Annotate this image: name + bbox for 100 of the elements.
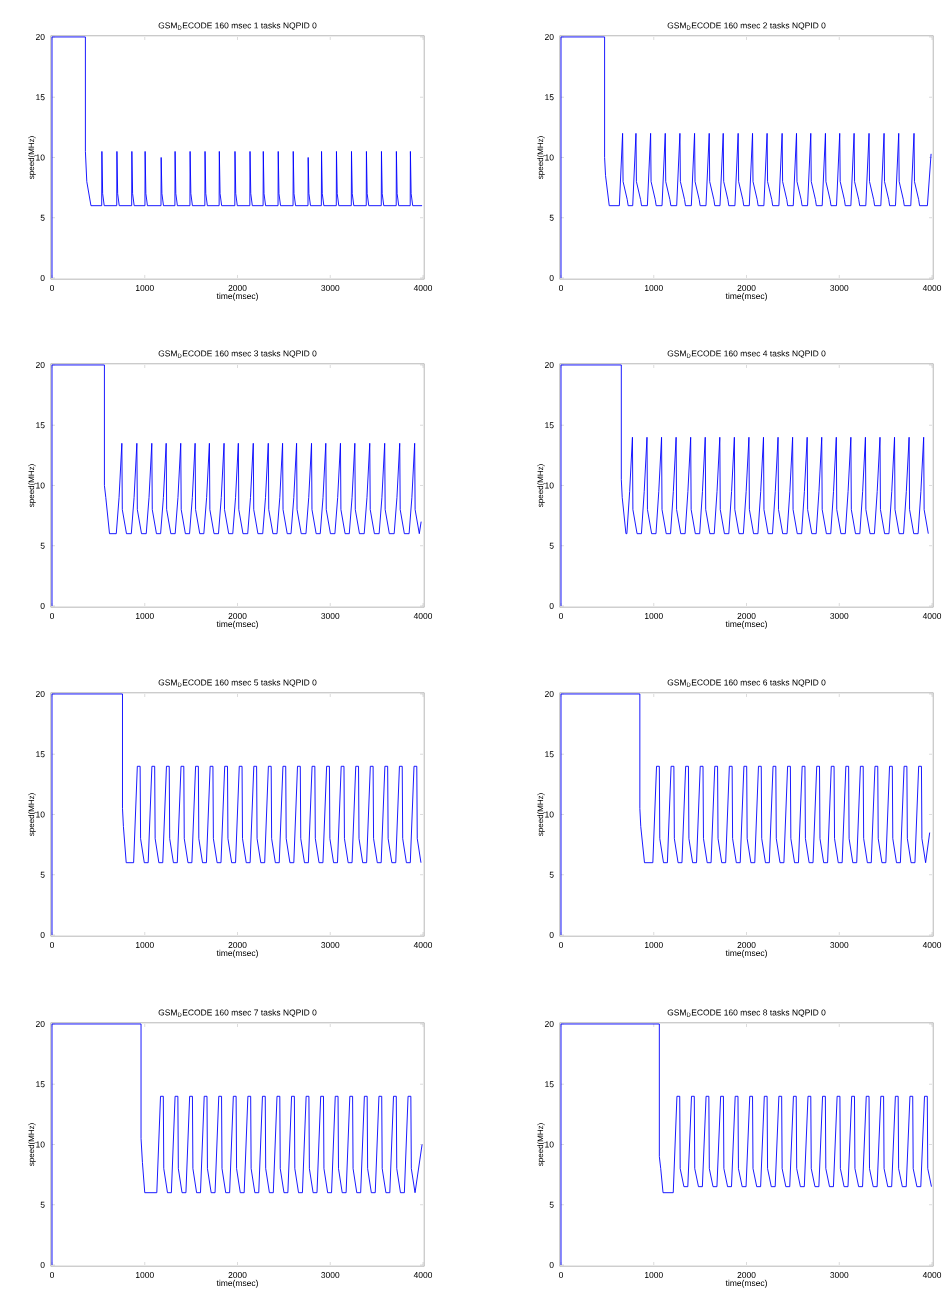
chart-title: GSM$_{D}$ECODE 160 msec 3 tasks NQPID 0 xyxy=(158,350,317,358)
x-tick-label: 4000 xyxy=(413,285,433,291)
y-tick-label: 15 xyxy=(36,1081,45,1088)
chart-title: GSM$_{D}$ECODE 160 msec 5 tasks NQPID 0 xyxy=(158,679,317,687)
y-tick-label: 5 xyxy=(40,214,45,221)
y-tick-label: 10 xyxy=(545,811,554,818)
x-axis-title: time(msec) xyxy=(216,292,258,301)
x-tick-label: 1000 xyxy=(135,285,154,291)
y-tick-label: 15 xyxy=(36,751,45,758)
y-tick-label: 15 xyxy=(545,751,554,758)
y-tick-label: 15 xyxy=(545,422,554,429)
x-tick-label: 4000 xyxy=(922,285,942,291)
x-tick-label: 3000 xyxy=(830,613,849,619)
y-tick-label: 20 xyxy=(35,1021,45,1027)
chart-title: GSM$_{D}$ECODE 160 msec 6 tasks NQPID 0 xyxy=(667,679,826,687)
y-tick-label: 0 xyxy=(40,602,45,609)
y-tick-label: 5 xyxy=(40,1201,45,1208)
x-tick-label: 3000 xyxy=(830,942,849,948)
y-tick-label: 0 xyxy=(549,1262,554,1268)
y-tick-label: 10 xyxy=(36,482,45,489)
y-tick-label: 20 xyxy=(35,33,45,40)
y-tick-label: 0 xyxy=(40,274,45,281)
x-tick-label: 2000 xyxy=(737,613,756,619)
y-tick-label: 15 xyxy=(545,94,554,101)
x-tick-label: 4000 xyxy=(922,942,942,948)
x-axis-title: time(msec) xyxy=(725,292,767,301)
x-tick-label: 0 xyxy=(49,613,55,619)
x-tick-label: 4000 xyxy=(413,942,433,948)
y-tick-label: 0 xyxy=(549,274,554,281)
x-tick-label: 4000 xyxy=(922,613,942,619)
x-tick-label: 2000 xyxy=(737,942,756,948)
chart-title: GSM$_{D}$ECODE 160 msec 4 tasks NQPID 0 xyxy=(667,350,826,358)
y-tick-label: 20 xyxy=(544,690,554,697)
y-tick-label: 5 xyxy=(549,214,554,221)
x-tick-label: 3000 xyxy=(321,942,340,948)
x-tick-label: 1000 xyxy=(135,1272,154,1279)
x-axis-title: time(msec) xyxy=(216,949,258,958)
y-tick-label: 10 xyxy=(36,1141,45,1148)
x-tick-label: 2000 xyxy=(228,285,247,291)
x-axis-title: time(msec) xyxy=(725,620,767,629)
x-tick-label: 0 xyxy=(49,1272,55,1279)
x-tick-label: 4000 xyxy=(413,613,433,619)
x-tick-label: 3000 xyxy=(830,285,849,291)
x-tick-label: 3000 xyxy=(830,1272,849,1279)
y-tick-label: 0 xyxy=(40,932,45,938)
y-tick-label: 0 xyxy=(549,932,554,938)
x-tick-label: 3000 xyxy=(321,1272,340,1279)
x-tick-label: 2000 xyxy=(737,1272,756,1279)
x-tick-label: 2000 xyxy=(228,942,247,948)
y-tick-label: 10 xyxy=(36,811,45,818)
x-tick-label: 1000 xyxy=(135,942,154,948)
x-axis-title: time(msec) xyxy=(725,1279,767,1288)
x-tick-label: 3000 xyxy=(321,285,340,291)
x-tick-label: 2000 xyxy=(228,613,247,619)
y-tick-label: 5 xyxy=(549,542,554,549)
x-tick-label: 3000 xyxy=(321,613,340,619)
line-series xyxy=(51,364,422,607)
y-tick-label: 20 xyxy=(544,361,554,368)
x-tick-label: 1000 xyxy=(135,613,154,619)
x-tick-label: 0 xyxy=(49,285,55,291)
y-tick-label: 20 xyxy=(35,361,45,368)
y-tick-label: 10 xyxy=(545,482,554,489)
y-tick-label: 20 xyxy=(544,33,554,40)
x-tick-label: 1000 xyxy=(644,942,663,948)
chart-title: GSM$_{D}$ECODE 160 msec 8 tasks NQPID 0 xyxy=(667,1009,826,1017)
y-tick-label: 5 xyxy=(40,871,45,878)
x-tick-label: 0 xyxy=(558,942,564,948)
y-tick-label: 15 xyxy=(36,422,45,429)
y-tick-label: 10 xyxy=(545,1141,554,1148)
chart-title: GSM$_{D}$ECODE 160 msec 2 tasks NQPID 0 xyxy=(667,22,826,30)
line-series xyxy=(560,36,932,279)
y-tick-label: 20 xyxy=(35,690,45,697)
line-series xyxy=(560,364,929,607)
x-tick-label: 4000 xyxy=(922,1272,942,1279)
x-tick-label: 0 xyxy=(558,285,564,291)
x-tick-label: 1000 xyxy=(644,1272,663,1279)
x-axis-title: time(msec) xyxy=(216,1279,258,1288)
y-tick-label: 15 xyxy=(36,94,45,101)
y-tick-label: 10 xyxy=(545,154,554,161)
y-tick-label: 5 xyxy=(549,871,554,878)
x-tick-label: 0 xyxy=(558,1272,564,1279)
x-tick-label: 0 xyxy=(558,613,564,619)
y-tick-label: 0 xyxy=(549,602,554,609)
y-tick-label: 5 xyxy=(549,1201,554,1208)
chart-title: GSM$_{D}$ECODE 160 msec 7 tasks NQPID 0 xyxy=(158,1009,317,1017)
x-tick-label: 1000 xyxy=(644,613,663,619)
line-series xyxy=(51,36,423,279)
x-tick-label: 1000 xyxy=(644,285,663,291)
y-tick-label: 15 xyxy=(545,1081,554,1088)
chart-title: GSM$_{D}$ECODE 160 msec 1 tasks NQPID 0 xyxy=(158,22,317,30)
x-axis-title: time(msec) xyxy=(725,949,767,958)
x-tick-label: 0 xyxy=(49,942,55,948)
y-tick-label: 5 xyxy=(40,542,45,549)
y-tick-label: 10 xyxy=(36,154,45,161)
x-axis-title: time(msec) xyxy=(216,620,258,629)
y-tick-label: 0 xyxy=(40,1262,45,1268)
x-tick-label: 2000 xyxy=(228,1272,247,1279)
y-tick-label: 20 xyxy=(544,1021,554,1027)
x-tick-label: 2000 xyxy=(737,285,756,291)
x-tick-label: 4000 xyxy=(413,1272,433,1279)
